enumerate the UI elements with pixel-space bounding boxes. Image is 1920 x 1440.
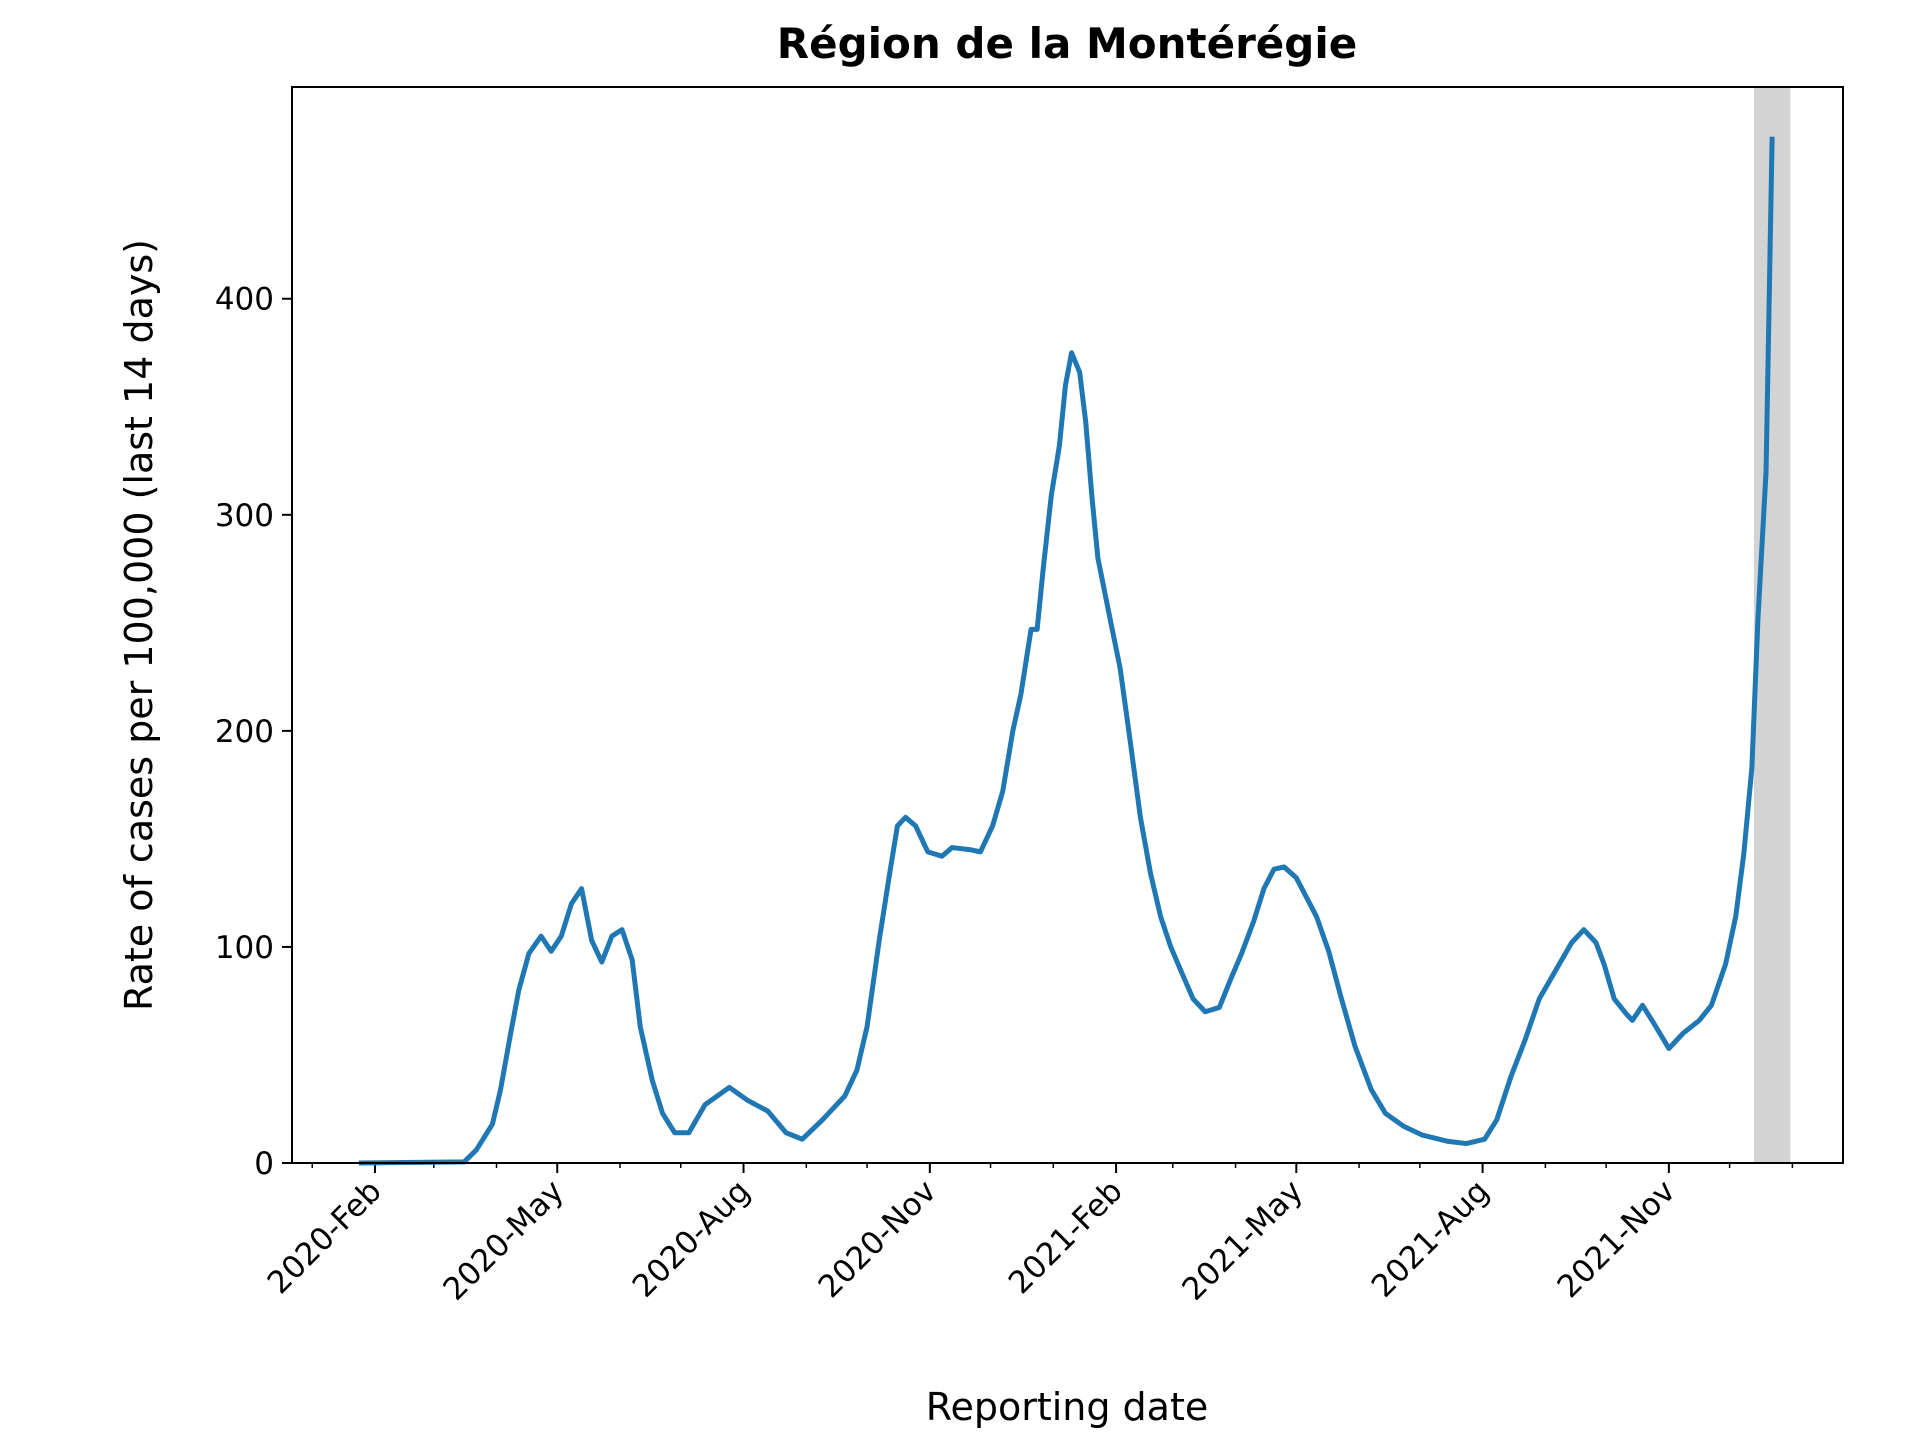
y-tick-label: 0 bbox=[254, 1146, 274, 1182]
y-tick-label: 100 bbox=[215, 930, 274, 966]
x-axis-label: Reporting date bbox=[926, 1385, 1209, 1429]
data-line bbox=[358, 136, 1775, 1166]
y-axis-label: Rate of cases per 100,000 (last 14 days) bbox=[117, 239, 161, 1011]
y-tick-label: 300 bbox=[215, 498, 274, 534]
axes-frame bbox=[291, 86, 1844, 1164]
chart-title: Région de la Montérégie bbox=[777, 19, 1357, 68]
y-tick-label: 200 bbox=[215, 714, 274, 750]
y-tick-label: 400 bbox=[215, 282, 274, 318]
